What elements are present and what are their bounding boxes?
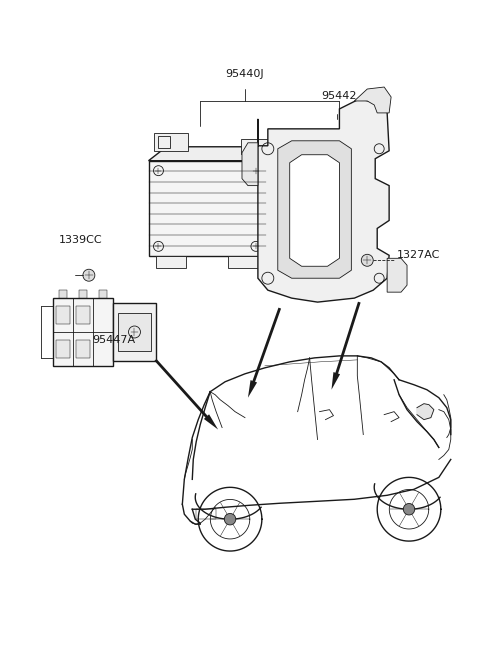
Bar (228, 256, 258, 268)
Bar (158, 136, 170, 148)
Bar (56, 306, 70, 324)
Polygon shape (248, 307, 281, 397)
Bar (76, 340, 90, 358)
Text: 95440J: 95440J (226, 69, 264, 79)
Polygon shape (332, 302, 360, 390)
Bar (118, 313, 151, 351)
Polygon shape (148, 147, 284, 161)
Text: 1339CC: 1339CC (59, 235, 103, 245)
Polygon shape (387, 258, 407, 292)
Bar (56, 340, 70, 358)
Bar (76, 306, 90, 324)
Circle shape (83, 269, 95, 281)
Bar (59, 290, 67, 298)
Polygon shape (258, 99, 389, 302)
Text: 95442: 95442 (322, 91, 357, 101)
Circle shape (361, 254, 373, 266)
Polygon shape (266, 147, 284, 256)
Text: 95447A: 95447A (92, 335, 135, 345)
Bar (241, 139, 271, 154)
Polygon shape (242, 143, 258, 186)
Polygon shape (354, 87, 391, 113)
Polygon shape (290, 155, 339, 266)
Circle shape (224, 514, 236, 525)
Bar (99, 290, 107, 298)
Bar (148, 161, 266, 256)
Circle shape (403, 503, 415, 515)
Bar (79, 290, 87, 298)
Bar (156, 256, 186, 268)
Bar (196, 509, 216, 519)
Polygon shape (278, 141, 351, 278)
Bar (53, 298, 113, 366)
Bar (154, 133, 188, 150)
Polygon shape (155, 359, 218, 430)
Bar (113, 303, 156, 361)
Polygon shape (417, 403, 434, 420)
Text: 1327AC: 1327AC (397, 250, 441, 260)
